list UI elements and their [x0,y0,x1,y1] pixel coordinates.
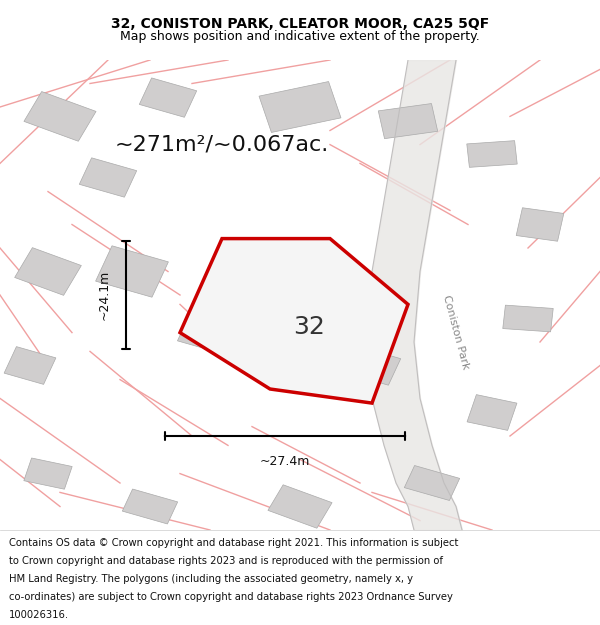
Polygon shape [343,346,401,385]
Polygon shape [404,466,460,501]
Polygon shape [467,394,517,431]
Text: to Crown copyright and database rights 2023 and is reproduced with the permissio: to Crown copyright and database rights 2… [9,556,443,566]
Text: Contains OS data © Crown copyright and database right 2021. This information is : Contains OS data © Crown copyright and d… [9,538,458,548]
Polygon shape [24,458,72,489]
Polygon shape [516,208,564,241]
Polygon shape [259,81,341,132]
Polygon shape [378,104,438,139]
Text: Coniston Park: Coniston Park [441,294,471,371]
Text: co-ordinates) are subject to Crown copyright and database rights 2023 Ordnance S: co-ordinates) are subject to Crown copyr… [9,592,453,602]
Text: 32: 32 [293,315,325,339]
Polygon shape [467,141,517,168]
Polygon shape [178,310,242,355]
Text: 32, CONISTON PARK, CLEATOR MOOR, CA25 5QF: 32, CONISTON PARK, CLEATOR MOOR, CA25 5Q… [111,17,489,31]
Polygon shape [79,158,137,197]
Polygon shape [95,246,169,298]
Polygon shape [290,276,370,333]
Polygon shape [14,248,82,296]
Text: ~24.1m: ~24.1m [98,270,111,320]
Polygon shape [4,347,56,384]
Polygon shape [268,485,332,528]
Polygon shape [24,91,96,141]
Text: 100026316.: 100026316. [9,610,69,620]
Text: ~271m²/~0.067ac.: ~271m²/~0.067ac. [115,134,329,154]
Polygon shape [122,489,178,524]
Polygon shape [139,78,197,118]
Text: HM Land Registry. The polygons (including the associated geometry, namely x, y: HM Land Registry. The polygons (includin… [9,574,413,584]
Polygon shape [503,305,553,332]
Text: ~27.4m: ~27.4m [260,455,310,468]
Text: Map shows position and indicative extent of the property.: Map shows position and indicative extent… [120,30,480,43]
Polygon shape [180,239,408,403]
